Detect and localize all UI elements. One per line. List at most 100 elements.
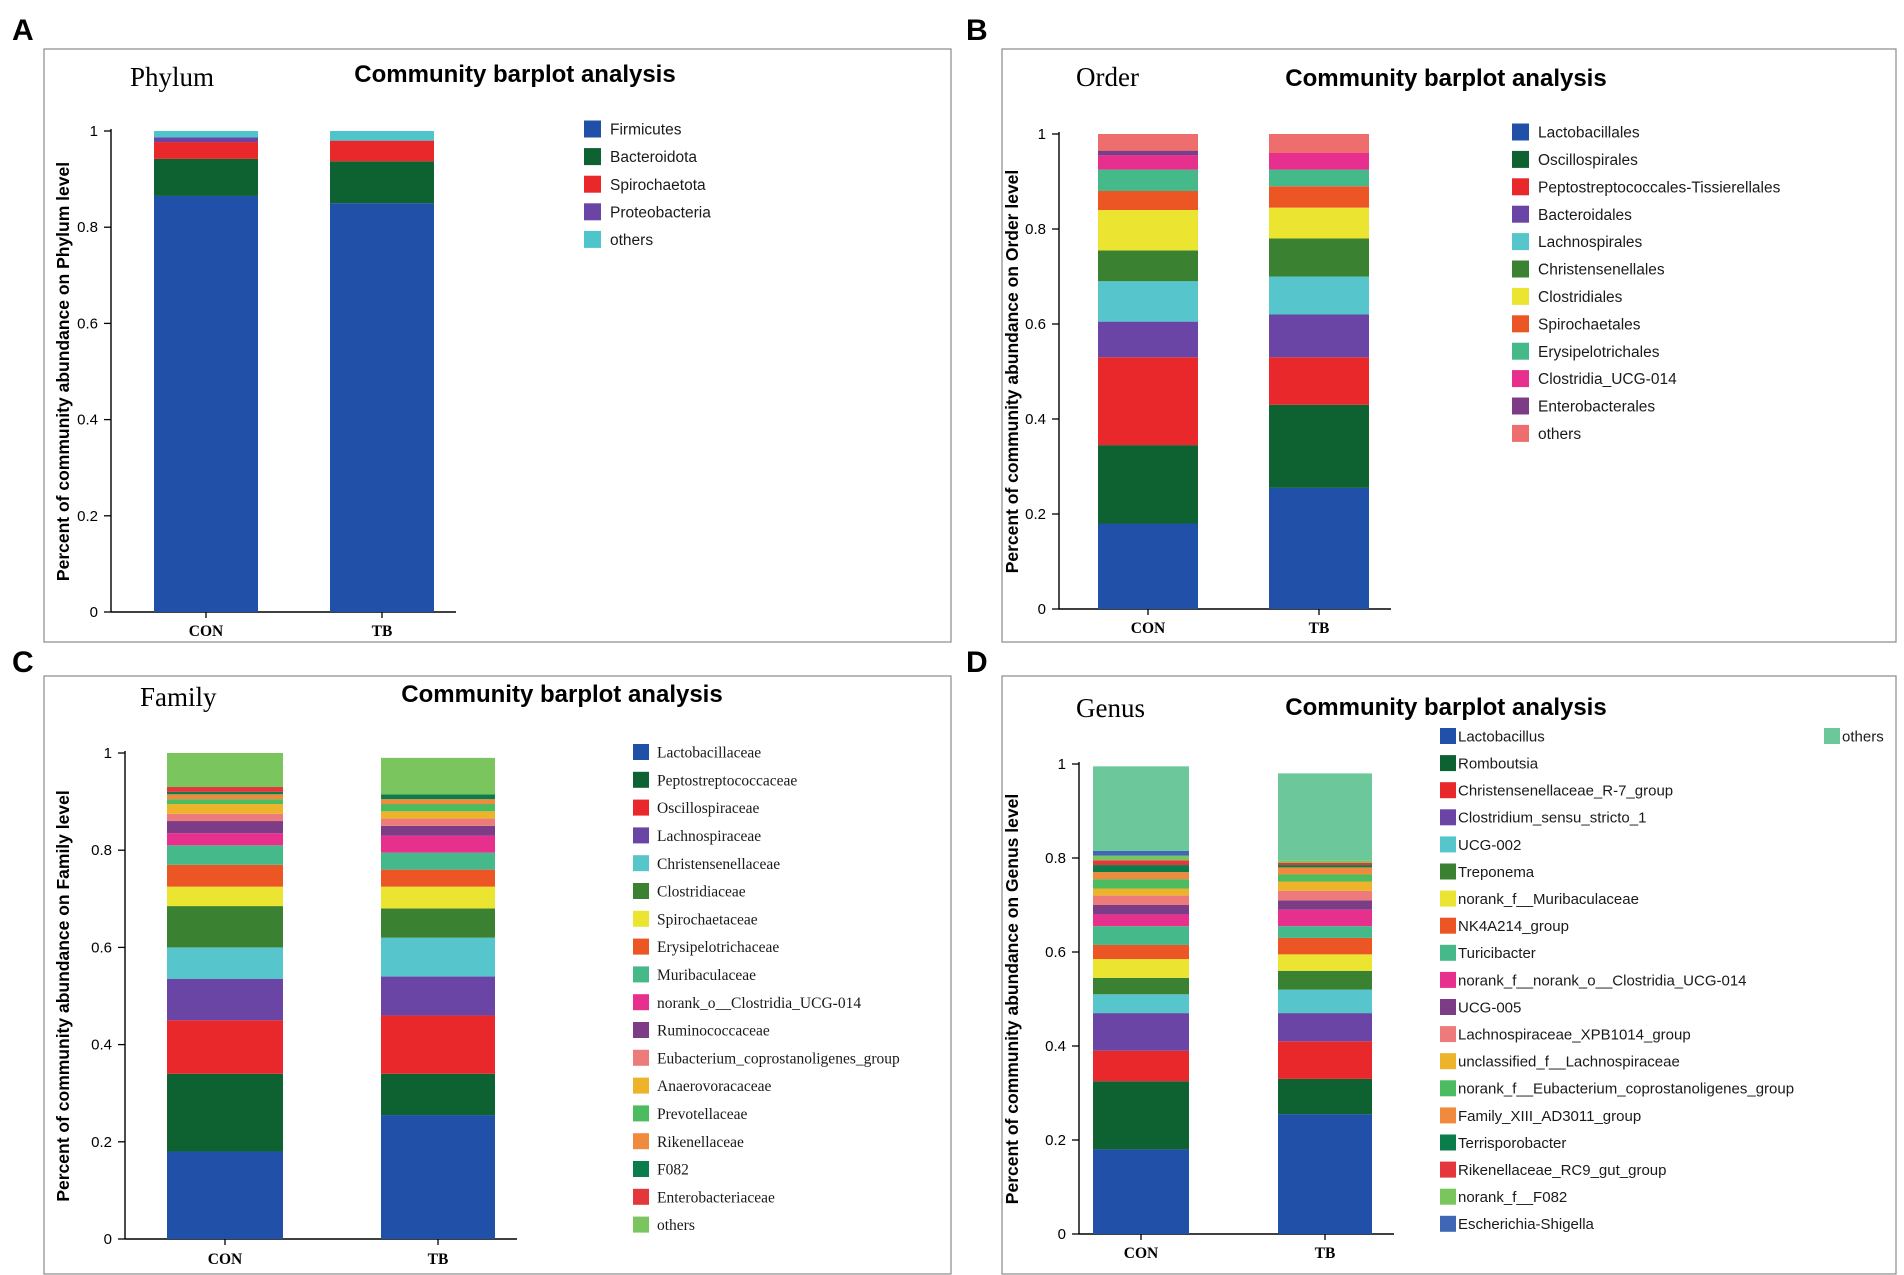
legend-swatch-rikenellaceae-rc9-gut-group	[1440, 1161, 1456, 1178]
panel-rank-label: Phylum	[130, 62, 214, 92]
y-tick-label: 1	[90, 123, 98, 140]
panel-a: A Phylum Community barplot analysis Percent…	[12, 14, 952, 643]
legend-swatch-oscillospiraceae	[633, 799, 649, 816]
legend-label-rikenellaceae: Rikenellaceae	[657, 1134, 744, 1151]
y-tick-label: 0.8	[1045, 850, 1066, 867]
legend-label-lachnospirales: Lachnospirales	[1538, 234, 1643, 251]
bar-segment-con-bacteroidota	[154, 158, 258, 196]
x-tick-label-tb: TB	[1315, 1245, 1336, 1262]
bar-segment-con-treponema	[1093, 977, 1189, 995]
legend-label-clostridia-ucg-014: Clostridia_UCG-014	[1538, 371, 1677, 388]
y-tick-label: 0.4	[91, 1037, 112, 1054]
legend-label-others: others	[610, 232, 653, 249]
bar-segment-tb-eubacterium-coprostanoligenes-group	[381, 818, 495, 826]
legend-swatch-clostridium-sensu-stricto-1	[1440, 809, 1456, 826]
legend-label-ucg-002: UCG-002	[1458, 837, 1521, 854]
bar-segment-tb-norank-f-eubacterium-coprostanoligenes-group	[1278, 874, 1372, 882]
bar-segment-con-others	[1098, 134, 1198, 151]
y-axis-label: Percent of community abundance on Phylum…	[53, 162, 73, 581]
legend-swatch-terrisporobacter	[1440, 1134, 1456, 1151]
bar-segment-tb-oscillospirales	[1269, 404, 1369, 488]
legend-swatch-treponema	[1440, 863, 1456, 880]
legend-swatch-bacteroidota	[584, 148, 601, 166]
bar-segment-tb-christensenellaceae-r-7-group	[1278, 1041, 1372, 1079]
legend-label-lactobacillales: Lactobacillales	[1538, 125, 1640, 142]
legend-label-others: others	[1842, 728, 1884, 745]
y-tick-label: 1	[1058, 756, 1066, 773]
bar-segment-con-enterobacteriaceae	[167, 787, 283, 792]
legend-swatch-eubacterium-coprostanoligenes-group	[633, 1049, 649, 1066]
panel-c: C Family Community barplot analysis Percent…	[12, 646, 952, 1275]
legend-label-oscillospiraceae: Oscillospiraceae	[657, 800, 760, 817]
y-tick-label: 0.2	[91, 1134, 112, 1151]
bar-segment-con-norank-f-f082	[1093, 855, 1189, 861]
bar-segment-con-rikenellaceae	[167, 794, 283, 800]
legend-swatch-anaerovoracaceae	[633, 1077, 649, 1094]
legend-swatch-christensenellaceae-r-7-group	[1440, 782, 1456, 799]
bar-segment-con-norank-o-clostridia-ucg-014	[167, 833, 283, 846]
y-axis-label: Percent of community abundance on Order …	[1002, 170, 1022, 574]
legend-swatch-clostridiaceae	[633, 883, 649, 899]
y-tick-label: 1	[104, 745, 112, 762]
panel-d: D Genus Community barplot analysis Percent …	[966, 646, 1897, 1275]
y-tick-label: 0.4	[77, 412, 98, 429]
legend-label-lachnospiraceae-xpb1014-group: Lachnospiraceae_XPB1014_group	[1458, 1027, 1691, 1044]
x-tick-label-tb: TB	[1309, 620, 1330, 637]
legend-swatch-others	[1824, 728, 1840, 744]
legend-swatch-lactobacillus	[1440, 728, 1456, 744]
bar-segment-con-lachnospirales	[1098, 281, 1198, 322]
bar-segment-tb-peptostreptococcales-tissierellales	[1269, 357, 1369, 405]
bar-segment-con-ruminococcaceae	[167, 821, 283, 834]
bar-segment-tb-lachnospiraceae-xpb1014-group	[1278, 890, 1372, 901]
y-tick-label: 0.6	[91, 939, 112, 956]
bar-segment-tb-family-xiii-ad3011-group	[1278, 867, 1372, 875]
bar-segment-con-escherichia-shigella	[1093, 850, 1189, 856]
legend-label-erysipelotrichales: Erysipelotrichales	[1538, 344, 1660, 361]
bar-segment-tb-rikenellaceae-rc9-gut-group	[1278, 862, 1372, 866]
legend-label-others: others	[657, 1217, 695, 1234]
bar-segment-con-oscillospirales	[1098, 445, 1198, 524]
bar-segment-con-lachnospiraceae	[167, 978, 283, 1021]
bar-segment-con-f082	[167, 791, 283, 795]
bar-segment-tb-firmicutes	[330, 203, 434, 612]
y-tick-label: 0	[104, 1231, 112, 1248]
legend-label-erysipelotrichaceae: Erysipelotrichaceae	[657, 939, 779, 956]
legend-label-terrisporobacter: Terrisporobacter	[1458, 1135, 1566, 1152]
legend-swatch-erysipelotrichales	[1512, 342, 1529, 360]
bar-segment-con-christensenellaceae	[167, 947, 283, 979]
bar-segment-tb-norank-o-clostridia-ucg-014	[381, 835, 495, 853]
legend-label-nk4a214-group: NK4A214_group	[1458, 918, 1569, 935]
y-tick-label: 0.6	[1025, 316, 1046, 333]
bar-segment-tb-peptostreptococcaceae	[381, 1073, 495, 1116]
legend-swatch-norank-f-eubacterium-coprostanoligenes-group	[1440, 1080, 1456, 1097]
legend-swatch-oscillospirales	[1512, 150, 1529, 168]
legend-label-lactobacillaceae: Lactobacillaceae	[657, 745, 761, 762]
bar-segment-tb-nk4a214-group	[1278, 937, 1372, 955]
bar-segment-con-norank-f-eubacterium-coprostanoligenes-group	[1093, 879, 1189, 889]
bar-segment-con-clostridia-ucg-014	[1098, 155, 1198, 170]
legend-swatch-lactobacillales	[1512, 123, 1529, 141]
y-tick-label: 0.4	[1025, 411, 1046, 428]
legend-label-norank-f-eubacterium-coprostanoligenes-group: norank_f__Eubacterium_coprostanoligenes_…	[1458, 1081, 1794, 1098]
legend-swatch-others	[1512, 424, 1529, 442]
bar-segment-con-others	[154, 131, 258, 138]
legend-label-muribaculaceae: Muribaculaceae	[657, 967, 756, 984]
bar-segment-con-bacteroidales	[1098, 321, 1198, 358]
legend-label-norank-f-norank-o-clostridia-ucg-014: norank_f__norank_o__Clostridia_UCG-014	[1458, 972, 1747, 989]
legend-label-romboutsia: Romboutsia	[1458, 756, 1539, 773]
bar-segment-con-anaerovoracaceae	[167, 804, 283, 814]
legend-label-peptostreptococcaceae: Peptostreptococcaceae	[657, 772, 797, 789]
panel-letter: C	[12, 646, 34, 679]
legend-swatch-lachnospiraceae	[633, 827, 649, 844]
y-tick-label: 0.8	[1025, 221, 1046, 238]
legend-label-oscillospirales: Oscillospirales	[1538, 152, 1638, 169]
bar-segment-con-clostridium-sensu-stricto-1	[1093, 1013, 1189, 1051]
legend-swatch-ucg-002	[1440, 836, 1456, 853]
bar-segment-con-spirochaetales	[1098, 191, 1198, 210]
bar-segment-tb-rikenellaceae	[381, 799, 495, 805]
bar-segment-con-clostridiaceae	[167, 906, 283, 948]
legend-swatch-muribaculaceae	[633, 966, 649, 983]
chart-title: Community barplot analysis	[401, 681, 722, 708]
bar-segment-con-family-xiii-ad3011-group	[1093, 872, 1189, 880]
legend-swatch-firmicutes	[584, 120, 601, 138]
